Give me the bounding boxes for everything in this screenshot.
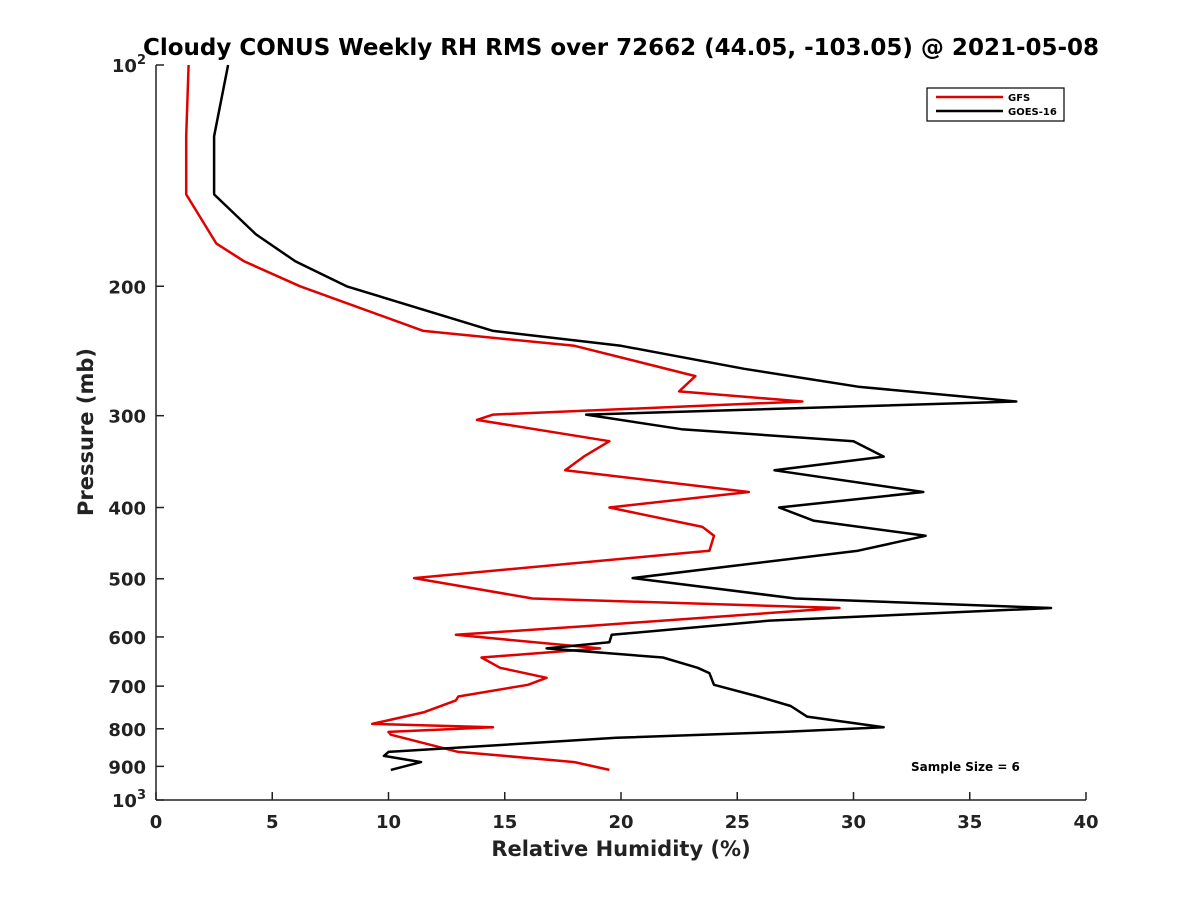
x-tick-label: 0 <box>150 812 163 833</box>
y-tick-label: 900 <box>108 757 146 778</box>
y-axis-label: Pressure (mb) <box>74 348 98 516</box>
x-tick-label: 5 <box>266 812 279 833</box>
x-tick-label: 20 <box>608 812 633 833</box>
x-tick-label: 35 <box>957 812 982 833</box>
legend-label-goes-16: GOES-16 <box>1008 107 1057 118</box>
y-tick-label: 102 <box>112 53 146 77</box>
series-lines <box>184 64 1053 772</box>
y-ticks: 102 200 300 400 500 600 700 800 900 103 <box>108 53 164 812</box>
y-tick-label: 600 <box>108 628 146 649</box>
x-ticks: 0 5 10 15 20 25 30 35 40 <box>150 792 1099 833</box>
x-tick-label: 40 <box>1073 812 1098 833</box>
y-tick-label: 500 <box>108 570 146 591</box>
x-tick-label: 25 <box>725 812 750 833</box>
x-tick-label: 15 <box>492 812 517 833</box>
x-tick-label: 30 <box>841 812 866 833</box>
x-axis-label: Relative Humidity (%) <box>491 837 750 861</box>
series-line-goes-16 <box>212 64 1053 772</box>
y-tick-label: 200 <box>108 277 146 298</box>
y-tick-label: 103 <box>112 788 146 812</box>
x-tick-label: 10 <box>376 812 401 833</box>
plot-area: 0 5 10 15 20 25 30 35 40 102 200 300 400 500 600 700 80… <box>108 53 1098 833</box>
y-tick-label: 300 <box>108 407 146 428</box>
series-line-gfs <box>184 64 841 772</box>
y-tick-label: 800 <box>108 720 146 741</box>
legend-label-gfs: GFS <box>1008 93 1030 104</box>
chart-title: Cloudy CONUS Weekly RH RMS over 72662 (4… <box>143 35 1099 61</box>
legend-box <box>926 87 1065 122</box>
sample-size-annotation: Sample Size = 6 <box>911 760 1020 774</box>
y-tick-label: 400 <box>108 499 146 520</box>
y-tick-label: 700 <box>108 677 146 698</box>
legend: GFS GOES-16 <box>926 87 1065 122</box>
